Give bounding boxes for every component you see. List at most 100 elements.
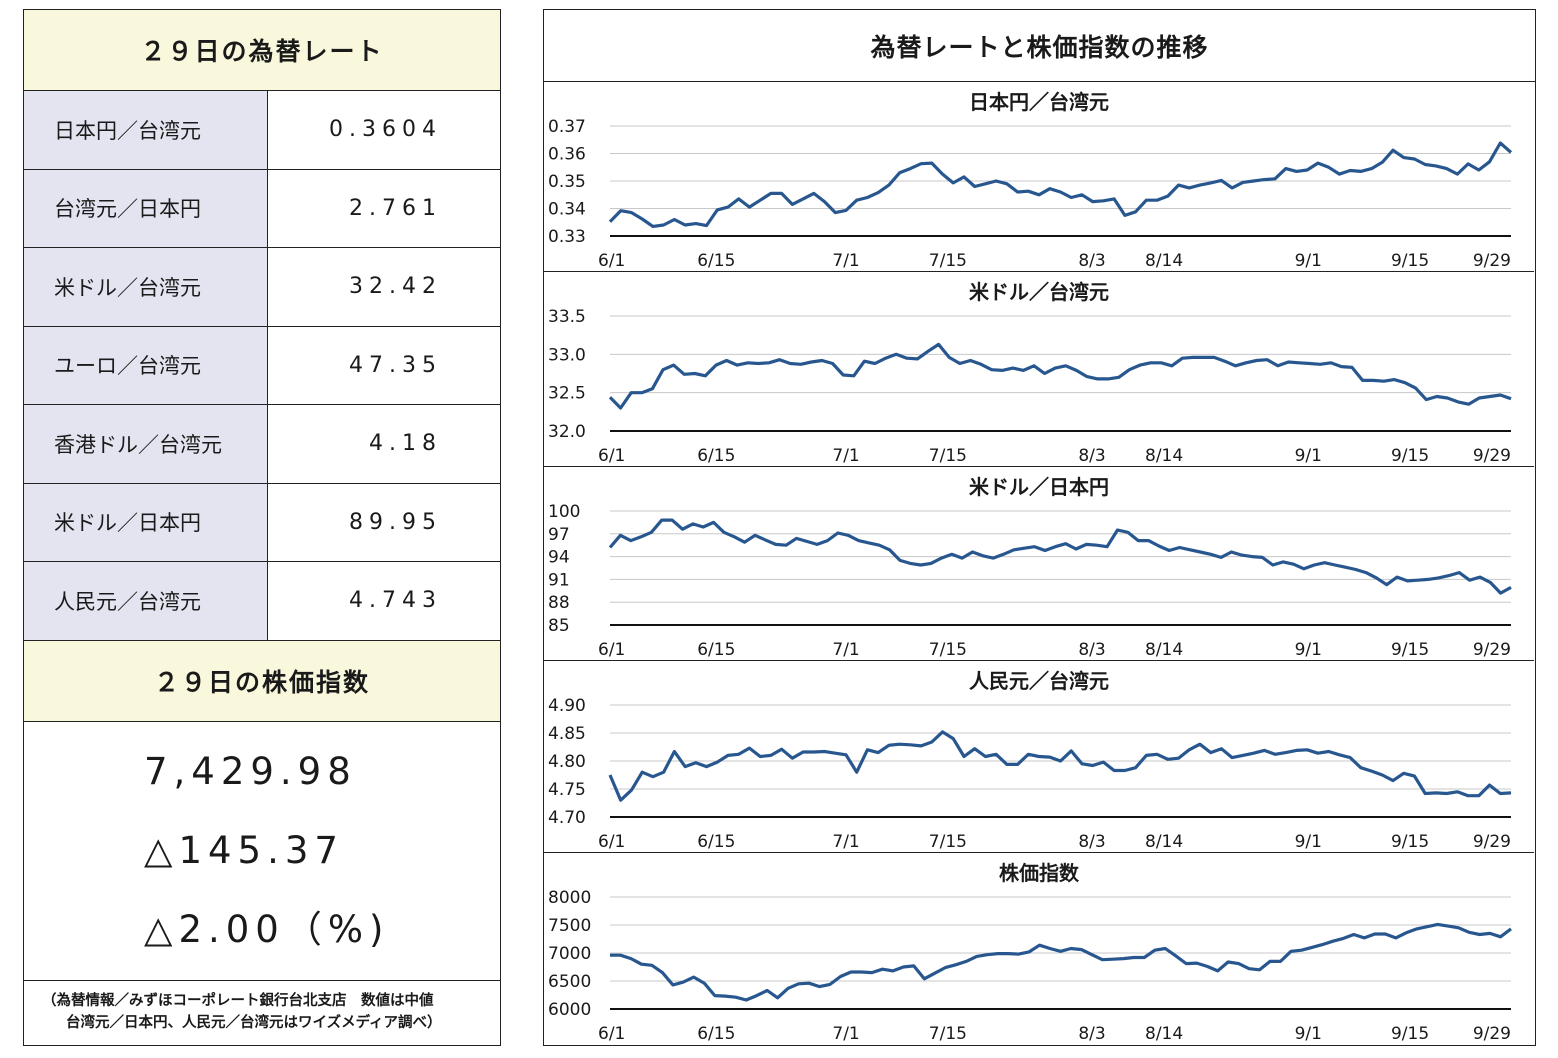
- rate-row: 米ドル／台湾元 32.42: [24, 248, 500, 327]
- source-note-line1: （為替情報／みずほコーポレート銀行台北支店 数値は中値: [42, 992, 434, 1009]
- y-tick-label: 4.75: [548, 780, 586, 800]
- y-tick-label: 88: [548, 593, 570, 613]
- rate-value: 4.743: [349, 588, 442, 614]
- y-tick-label: 4.90: [548, 696, 586, 716]
- x-tick-label: 6/15: [697, 1024, 735, 1044]
- x-tick-label: 9/1: [1295, 1024, 1322, 1044]
- x-tick-label: 9/29: [1473, 251, 1511, 271]
- y-tick-label: 85: [548, 616, 570, 636]
- rate-name: ユーロ／台湾元: [24, 326, 268, 404]
- x-tick-label: 6/1: [598, 1024, 625, 1044]
- y-tick-label: 91: [548, 570, 570, 590]
- y-tick-label: 7500: [548, 916, 591, 936]
- x-tick-label: 8/3: [1078, 251, 1105, 271]
- y-tick-label: 8000: [548, 888, 591, 908]
- x-tick-label: 9/1: [1295, 832, 1322, 852]
- rate-row: 香港ドル／台湾元 4.18: [24, 405, 500, 484]
- chart-panel-usd-twd: 米ドル／台湾元 32.0 32.5 33.0 33.5 6/1 6/15 7/1 7/15 8/3…: [544, 272, 1534, 467]
- rate-name: 日本円／台湾元: [24, 91, 268, 169]
- rate-row: 人民元／台湾元 4.743: [24, 562, 500, 641]
- x-tick-label: 9/29: [1473, 446, 1511, 466]
- x-tick-label: 7/1: [832, 832, 859, 852]
- x-tick-label: 7/1: [832, 1024, 859, 1044]
- series-line: [608, 141, 1513, 228]
- y-tick-label: 33.0: [548, 345, 586, 365]
- y-tick-label: 97: [548, 525, 570, 545]
- chart-title: 株価指数: [999, 861, 1079, 885]
- x-tick-label: 8/3: [1078, 1024, 1105, 1044]
- x-tick-label: 8/14: [1145, 446, 1183, 466]
- rate-value: 47.35: [349, 352, 442, 378]
- x-tick-label: 7/15: [929, 251, 967, 271]
- stock-change-value: △145.37: [144, 828, 344, 872]
- chart-title: 米ドル／日本円: [969, 475, 1109, 499]
- series-line: [610, 922, 1512, 1002]
- rate-value: 4.18: [369, 431, 442, 457]
- stock-change-pct: △2.00（%): [144, 907, 390, 951]
- x-tick-label: 6/1: [598, 446, 625, 466]
- stock-box: 7,429.98 △145.37 △2.00（%): [24, 722, 500, 981]
- y-tick-label: 4.85: [548, 724, 586, 744]
- y-tick-label: 0.37: [548, 117, 586, 137]
- y-tick-label: 4.80: [548, 752, 586, 772]
- rate-row: 台湾元／日本円 2.761: [24, 169, 500, 248]
- rate-value: 0.3604: [329, 117, 442, 143]
- rate-name: 米ドル／日本円: [24, 483, 268, 561]
- stock-index-value: 7,429.98: [144, 749, 357, 793]
- chart-title: 日本円／台湾元: [969, 90, 1109, 114]
- rate-name: 米ドル／台湾元: [24, 248, 268, 326]
- x-tick-label: 8/14: [1145, 640, 1183, 660]
- series-line: [608, 342, 1512, 410]
- x-tick-label: 7/15: [929, 832, 967, 852]
- y-tick-label: 7000: [548, 944, 591, 964]
- y-tick-label: 0.34: [548, 200, 586, 220]
- chart-title: 米ドル／台湾元: [969, 280, 1109, 304]
- left-panel: ２９日の為替レート 日本円／台湾元 0.3604 台湾元／日本円 2.761 米ドル／台…: [23, 9, 501, 1046]
- rate-row: 米ドル／日本円 89.95: [24, 483, 500, 562]
- rate-row: ユーロ／台湾元 47.35: [24, 326, 500, 405]
- chart-svg: 4.70 4.75 4.80 4.85 4.90 6/1 6/15 7/1 7/15 8/3 8/1…: [548, 696, 1512, 852]
- x-tick-label: 7/1: [832, 446, 859, 466]
- y-tick-label: 32.0: [548, 422, 586, 442]
- rate-name: 台湾元／日本円: [24, 169, 268, 247]
- x-tick-label: 9/29: [1473, 1024, 1511, 1044]
- x-tick-label: 8/14: [1145, 1024, 1183, 1044]
- chart-panel-jpy-twd: 日本円／台湾元 0.33 0.34 0.35 0.36 0.37 6/1 6/15 7/1 7/1…: [544, 82, 1534, 272]
- x-tick-label: 9/29: [1473, 832, 1511, 852]
- right-panel: 為替レートと株価指数の推移 日本円／台湾元 0.33 0.34 0.35 0.36 0.3…: [543, 9, 1536, 1046]
- x-tick-label: 8/3: [1078, 640, 1105, 660]
- rates-table: 日本円／台湾元 0.3604 台湾元／日本円 2.761 米ドル／台湾元 32.42 ユーロ…: [24, 91, 500, 641]
- y-tick-label: 4.70: [548, 808, 586, 828]
- source-note-line2: 台湾元／日本円、人民元／台湾元はワイズメディア調べ）: [66, 1014, 442, 1031]
- chart-svg: 32.0 32.5 33.0 33.5 6/1 6/15 7/1 7/15 8/3 8/14 9/1…: [548, 307, 1512, 466]
- rate-row: 日本円／台湾元 0.3604: [24, 91, 500, 170]
- y-tick-label: 32.5: [548, 384, 586, 404]
- x-tick-label: 6/15: [697, 251, 735, 271]
- x-tick-label: 6/1: [598, 832, 625, 852]
- y-tick-label: 6000: [548, 1000, 591, 1020]
- y-tick-label: 100: [548, 502, 580, 522]
- x-tick-label: 9/1: [1295, 251, 1322, 271]
- chart-panel-stock-index: 株価指数 6000 6500 7000 7500 8000 6/1 6/15 7/1 7/15 8/…: [544, 853, 1534, 1045]
- x-tick-label: 9/1: [1295, 640, 1322, 660]
- x-tick-label: 6/15: [697, 640, 735, 660]
- y-tick-label: 94: [548, 548, 570, 568]
- x-tick-label: 7/15: [929, 1024, 967, 1044]
- chart-svg: 0.33 0.34 0.35 0.36 0.37 6/1 6/15 7/1 7/15 8/3 8/1…: [548, 117, 1513, 271]
- chart-title: 人民元／台湾元: [969, 669, 1109, 693]
- chart-panel-cny-twd: 人民元／台湾元 4.70 4.75 4.80 4.85 4.90 6/1 6/15 7/1 7/1…: [544, 661, 1534, 853]
- chart-panel-usd-jpy: 米ドル／日本円 85 88 91 94 97 100 6/1 6/15 7/1 7/15 8/3 8/1…: [544, 467, 1534, 661]
- y-tick-label: 33.5: [548, 307, 586, 327]
- x-tick-label: 7/1: [832, 640, 859, 660]
- x-tick-label: 9/15: [1391, 640, 1429, 660]
- x-tick-label: 7/15: [929, 640, 967, 660]
- charts-title: 為替レートと株価指数の推移: [544, 10, 1535, 82]
- x-tick-label: 6/15: [697, 832, 735, 852]
- x-tick-label: 6/1: [598, 640, 625, 660]
- series-line: [608, 518, 1512, 595]
- x-tick-label: 9/29: [1473, 640, 1511, 660]
- x-tick-label: 9/15: [1391, 1024, 1429, 1044]
- x-tick-label: 7/15: [929, 446, 967, 466]
- source-note: （為替情報／みずほコーポレート銀行台北支店 数値は中値 台湾元／日本円、人民元／…: [24, 981, 500, 1034]
